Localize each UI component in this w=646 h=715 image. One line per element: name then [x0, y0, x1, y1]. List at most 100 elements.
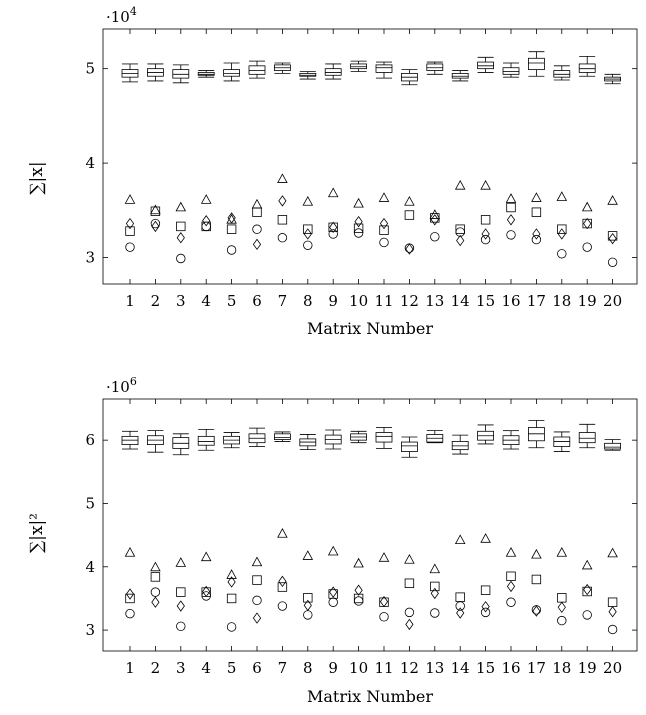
- circle-marker: [582, 242, 592, 252]
- diamond-marker: [481, 600, 490, 613]
- triangle-marker: [302, 550, 314, 560]
- plot-frame: [102, 28, 638, 285]
- square-marker: [201, 221, 211, 232]
- box-iqr: [172, 69, 190, 79]
- diamond-marker: [583, 583, 592, 596]
- triangle-marker: [480, 533, 491, 543]
- box-2: [146, 63, 164, 82]
- diamond-marker: [481, 228, 490, 240]
- diamond-marker: [583, 217, 592, 230]
- y-tick-label: 4: [85, 558, 95, 576]
- x-tick-label: 7: [278, 292, 288, 310]
- square-marker: [455, 592, 465, 602]
- x-tick-label: 19: [578, 292, 597, 310]
- square-marker: [353, 223, 364, 233]
- box-iqr: [578, 63, 596, 73]
- circle-marker: [252, 595, 262, 606]
- box-2: [146, 430, 164, 453]
- diamond-marker: [278, 575, 287, 588]
- square-marker: [557, 224, 567, 234]
- square-marker: [557, 593, 567, 603]
- box-18: [553, 65, 571, 81]
- diamond-marker: [608, 232, 617, 245]
- x-tick-label: 1: [125, 659, 135, 677]
- x-tick-label: 2: [151, 659, 161, 677]
- circle-marker: [125, 608, 135, 619]
- diamond-marker: [506, 580, 516, 593]
- box-iqr: [451, 72, 469, 79]
- diamond-marker: [151, 596, 160, 608]
- box-9: [324, 429, 342, 450]
- triangle-marker: [505, 193, 517, 203]
- triangle-marker: [556, 191, 568, 201]
- x-tick-label: 16: [501, 292, 520, 310]
- circle-marker: [176, 621, 186, 632]
- box-iqr: [553, 70, 571, 78]
- triangle-marker: [251, 556, 263, 567]
- diamond-marker: [532, 605, 541, 617]
- x-tick-label: 4: [201, 292, 211, 310]
- square-marker: [125, 593, 135, 604]
- x-tick-label: 18: [552, 292, 571, 310]
- y-tick-label: 5: [85, 494, 95, 512]
- x-tick-label: 8: [303, 292, 313, 310]
- box-16: [502, 62, 520, 78]
- diamond-marker: [379, 217, 389, 230]
- triangle-marker: [505, 547, 517, 557]
- box-12: [400, 69, 418, 86]
- diamond-marker: [608, 606, 617, 618]
- triangle-marker: [175, 557, 187, 567]
- box-iqr: [578, 432, 596, 444]
- x-tick-label: 16: [501, 659, 520, 677]
- diamond-marker: [227, 576, 236, 588]
- circle-marker: [353, 596, 364, 606]
- diamond-marker: [278, 195, 287, 207]
- diamond-marker: [532, 228, 541, 240]
- x-tick-label: 11: [374, 292, 393, 310]
- triangle-marker: [607, 195, 618, 205]
- triangle-marker: [378, 192, 390, 202]
- box-19: [578, 55, 596, 77]
- diamond-marker: [252, 612, 262, 624]
- box-10: [350, 60, 368, 72]
- circle-marker: [328, 597, 338, 607]
- diamond-marker: [456, 607, 465, 619]
- x-tick-label: 4: [201, 659, 211, 677]
- x-tick-label: 15: [476, 659, 495, 677]
- circle-marker: [430, 232, 440, 242]
- box-iqr: [350, 63, 368, 70]
- box-5: [223, 62, 241, 82]
- triangle-marker: [378, 552, 390, 562]
- x-tick-label: 11: [374, 659, 393, 677]
- circle-marker: [277, 233, 288, 243]
- square-marker: [404, 210, 415, 220]
- triangle-marker: [531, 192, 542, 202]
- box-20: [604, 73, 621, 85]
- triangle-marker: [150, 204, 161, 215]
- triangle-marker: [124, 194, 136, 204]
- box-12: [400, 436, 418, 458]
- circle-marker: [455, 601, 465, 611]
- box-15: [477, 56, 495, 73]
- triangle-marker: [531, 548, 542, 559]
- triangle-marker: [251, 198, 263, 209]
- box-14: [451, 70, 469, 82]
- triangle-marker: [327, 187, 339, 198]
- diamond-marker: [125, 217, 135, 230]
- box-18: [553, 431, 571, 452]
- triangle-marker: [404, 196, 415, 206]
- diamond-marker: [303, 228, 312, 240]
- square-marker: [328, 589, 338, 599]
- x-tick-label: 8: [303, 659, 313, 677]
- x-tick-label: 20: [603, 292, 622, 310]
- triangle-marker: [581, 559, 593, 570]
- diamond-marker: [405, 618, 414, 631]
- box-11: [375, 427, 393, 449]
- square-marker: [506, 202, 516, 213]
- x-tick-label: 9: [328, 659, 338, 677]
- square-marker: [582, 586, 592, 597]
- x-tick-label: 9: [328, 292, 338, 310]
- x-tick-label: 1: [125, 292, 135, 310]
- circle-marker: [303, 610, 313, 620]
- box-iqr: [375, 64, 393, 73]
